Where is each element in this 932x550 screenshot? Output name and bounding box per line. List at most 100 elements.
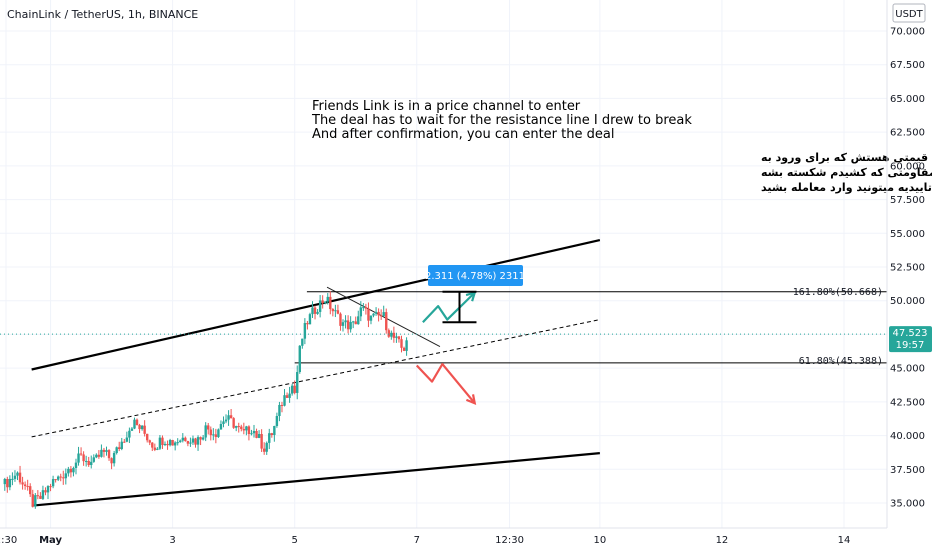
candle-body xyxy=(390,332,393,337)
candle-body xyxy=(173,442,177,446)
candle-body xyxy=(278,404,281,417)
current-price-value: 47.523 xyxy=(893,328,928,339)
candle-body xyxy=(362,307,365,309)
candle-body xyxy=(318,300,322,312)
candle-body xyxy=(135,419,139,426)
candle-body xyxy=(250,433,253,435)
candle-body xyxy=(237,426,240,428)
candle-body xyxy=(77,453,80,463)
candle-body xyxy=(84,460,88,462)
candle-body xyxy=(336,310,340,314)
x-tick-label: 10 xyxy=(593,535,606,546)
candlesticks xyxy=(3,291,408,509)
candle-body xyxy=(69,468,73,473)
measure-label: 2.311 (4.78%) 2311 xyxy=(425,265,525,286)
candle-body xyxy=(179,440,182,443)
candle-body xyxy=(59,476,62,478)
currency-button[interactable]: USDT xyxy=(892,3,926,23)
time-axis[interactable]: 2:30 May 3 5 7 12:30 10 12 14 xyxy=(0,527,887,546)
candle-body xyxy=(224,419,228,422)
candle-body xyxy=(148,440,151,443)
candle-body xyxy=(107,450,111,459)
candle-body xyxy=(51,479,55,487)
y-tick-label: 40.000 xyxy=(890,431,925,442)
candle-body xyxy=(26,486,29,488)
candle-countdown: 19:57 xyxy=(896,340,925,351)
candle-body xyxy=(11,478,14,480)
candle-body xyxy=(387,330,390,337)
candle-body xyxy=(247,426,251,435)
candle-body xyxy=(140,425,144,430)
x-tick-label: 3 xyxy=(169,535,175,546)
candle-body xyxy=(232,418,235,428)
candle-body xyxy=(260,434,263,449)
candle-body xyxy=(283,395,286,406)
candle-body xyxy=(56,476,60,480)
annotation-fa-line-3: و بعد از تاییدیه میتونید وارد معامله بشی… xyxy=(761,181,932,194)
scenario-arrows xyxy=(415,290,477,405)
candle-body xyxy=(54,479,57,481)
candle-body xyxy=(130,428,134,431)
candle-body xyxy=(334,310,337,312)
candle-body xyxy=(364,307,368,309)
candle-body xyxy=(255,430,258,438)
candle-body xyxy=(168,440,172,446)
candle-body xyxy=(158,437,162,449)
y-tick-label: 62.500 xyxy=(890,128,925,139)
candle-body xyxy=(344,320,347,323)
currency-label: USDT xyxy=(895,9,923,20)
candle-body xyxy=(97,454,101,457)
candle-body xyxy=(222,421,225,424)
candle-body xyxy=(16,472,19,476)
candle-body xyxy=(397,336,401,340)
y-tick-label: 42.500 xyxy=(890,397,925,408)
candle-body xyxy=(379,315,383,317)
candle-body xyxy=(227,415,230,420)
candle-body xyxy=(395,336,398,338)
candle-body xyxy=(405,340,408,351)
resistance-line xyxy=(326,286,441,348)
candle-body xyxy=(400,339,403,348)
annotation-en-line-1: Friends Link is in a price channel to en… xyxy=(312,99,581,114)
candle-body xyxy=(298,345,301,373)
x-tick-label: 7 xyxy=(414,535,420,546)
candle-body xyxy=(324,301,327,303)
candle-body xyxy=(199,437,202,440)
candle-body xyxy=(265,442,268,452)
candle-body xyxy=(382,312,385,317)
candle-body xyxy=(6,479,9,488)
candle-body xyxy=(184,437,187,442)
candle-body xyxy=(293,385,296,393)
candle-body xyxy=(372,313,375,316)
candle-body xyxy=(349,322,352,330)
candle-body xyxy=(46,486,50,493)
candle-body xyxy=(123,441,126,443)
candle-body xyxy=(23,484,27,487)
candle-body xyxy=(217,429,220,437)
candle-body xyxy=(273,426,276,435)
y-tick-label: 35.000 xyxy=(890,499,925,510)
candle-body xyxy=(280,404,284,406)
candle-body xyxy=(156,448,159,450)
candle-body xyxy=(31,494,34,507)
candle-body xyxy=(270,433,274,435)
channel-middle-line xyxy=(31,319,600,438)
candle-body xyxy=(311,307,314,315)
candle-body xyxy=(110,458,113,464)
candle-body xyxy=(13,475,17,479)
candle-body xyxy=(219,423,223,430)
price-channel xyxy=(31,238,601,507)
candle-body xyxy=(313,307,317,314)
candle-body xyxy=(145,433,149,441)
channel-upper-line xyxy=(31,238,601,371)
candle-body xyxy=(133,419,136,429)
candle-body xyxy=(214,434,218,437)
x-tick-label: 12 xyxy=(716,535,729,546)
candle-body xyxy=(374,311,378,314)
candle-body xyxy=(339,313,342,326)
candle-body xyxy=(161,437,164,446)
candle-body xyxy=(331,309,335,312)
annotation-fa-line-1: دوستان لینک توی یک کانال قیمتی هستش که ب… xyxy=(761,151,932,164)
candle-body xyxy=(29,486,32,495)
